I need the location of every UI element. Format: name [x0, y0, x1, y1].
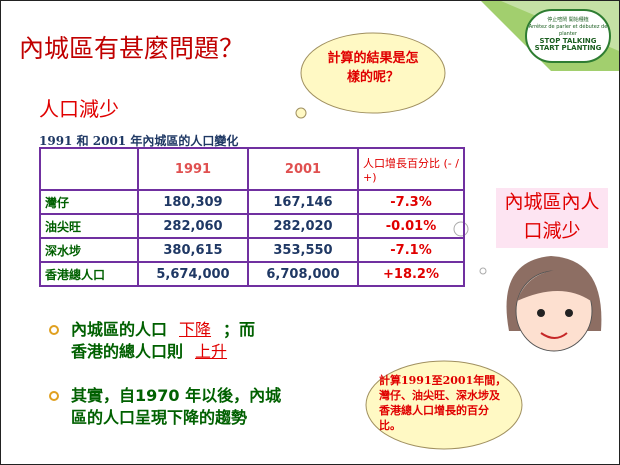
header-cell: 人口增長百分比 (- / +)	[357, 147, 465, 191]
bullet-text: ；而	[223, 320, 256, 339]
subtitle: 人口減少	[39, 97, 119, 121]
bullet: 內城區的人口 下降 ；而 香港的總人口則 上升	[49, 319, 371, 363]
cell: 167,146	[247, 189, 359, 215]
cell: 深水埗	[39, 237, 139, 263]
title: 內城區有甚麼問題？	[19, 34, 245, 63]
cell: 180,309	[137, 189, 249, 215]
cell: -7.1%	[357, 237, 465, 263]
logo-text: STOP TALKING	[539, 37, 597, 45]
cell: 380,615	[137, 237, 249, 263]
bullet: 其實，自1970 年以後，內城區的人口呈現下降的趨勢	[49, 385, 293, 429]
logo: 停止喧鬧 開始種植 Arrêtez de parler et débutez d…	[525, 9, 611, 63]
cell: 灣仔	[39, 189, 139, 215]
face-illustration	[506, 256, 602, 352]
table-row: 香港總人口 5,674,000 6,708,000 +18.2%	[39, 261, 465, 287]
table-row: 1991 2001 人口增長百分比 (- / +)	[39, 147, 465, 191]
blank: 上升	[195, 342, 228, 361]
callout: 計算的結果是怎樣的呢？	[327, 51, 419, 85]
cell: 6,708,000	[247, 261, 359, 287]
bullet-text: 內城區的人口	[71, 320, 168, 339]
header-cell: 1991	[137, 147, 249, 191]
table-row: 灣仔 180,309 167,146 -7.3%	[39, 189, 465, 215]
cell: 353,550	[247, 237, 359, 263]
cell: 油尖旺	[39, 213, 139, 239]
cell: 282,060	[137, 213, 249, 239]
blank: 下降	[179, 320, 212, 339]
table-row: 油尖旺 282,060 282,020 -0.01%	[39, 213, 465, 239]
bullet-text: 其實，自1970 年以後，內城區的人口呈現下降的趨勢	[71, 386, 282, 427]
caption: 1991 和 2001 年內城區的人口變化	[39, 134, 239, 148]
callout: 計算1991至2001年間，灣仔、油尖旺、深水埗及香港總人口增長的百分比。	[379, 374, 507, 432]
cell: 香港總人口	[39, 261, 139, 287]
header-cell	[39, 147, 139, 191]
cell: 282,020	[247, 213, 359, 239]
cell: +18.2%	[357, 261, 465, 287]
cell: -7.3%	[357, 189, 465, 215]
cell: 5,674,000	[137, 261, 249, 287]
logo-text: Arrêtez de parler et débutez de planter	[528, 24, 608, 37]
side-label: 內城區內人口減少	[496, 188, 608, 248]
logo-text: 停止喧鬧 開始種植	[547, 17, 589, 23]
table: 1991 2001 人口增長百分比 (- / +) 灣仔 180,309 167,146-…	[39, 147, 465, 287]
logo-text: START PLANTING	[534, 44, 602, 52]
header-cell: 2001	[247, 147, 359, 191]
bullet-text: 香港的總人口則	[71, 342, 184, 361]
cell: -0.01%	[357, 213, 465, 239]
table-row: 深水埗 380,615 353,550 -7.1%	[39, 237, 465, 263]
